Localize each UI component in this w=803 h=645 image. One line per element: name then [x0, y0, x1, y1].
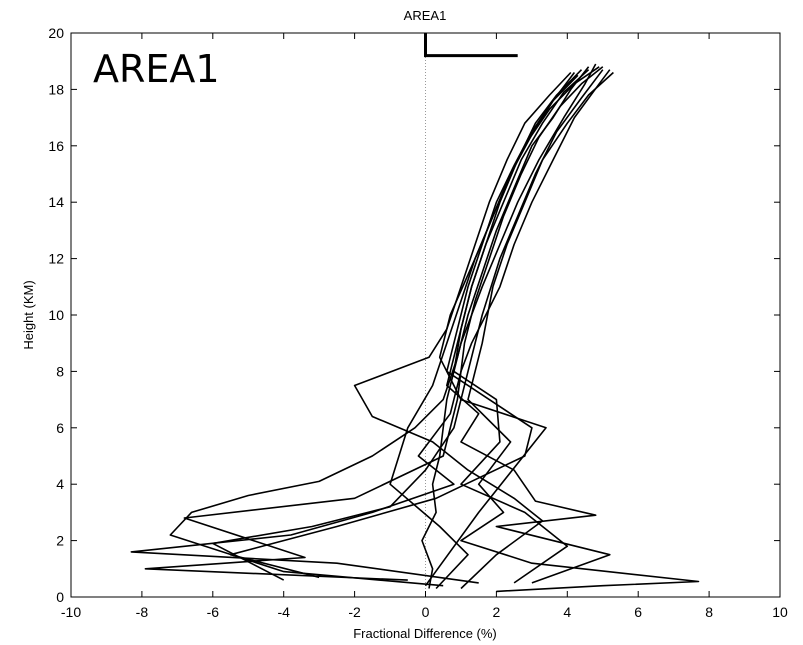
x-tick-label: 8 [705, 604, 713, 620]
series-line-4 [460, 71, 700, 593]
y-axis-label: Height (KM) [21, 280, 36, 349]
y-tick-label: 2 [56, 533, 64, 549]
x-tick-label: -4 [277, 604, 290, 620]
series-group [130, 63, 700, 593]
chart-title: AREA1 [404, 8, 447, 23]
x-tick-label: 2 [493, 604, 501, 620]
x-tick-label: -6 [207, 604, 220, 620]
series-line-8 [353, 71, 572, 590]
y-tick-label: 18 [48, 81, 64, 97]
top-marker [424, 33, 518, 58]
x-tick-label: 4 [563, 604, 571, 620]
overlay-title: AREA1 [93, 47, 220, 91]
y-axis-ticks: 0 2 4 6 8 10 12 14 16 18 20 [48, 25, 780, 605]
x-tick-label: 6 [634, 604, 642, 620]
series-line-10 [389, 72, 576, 590]
x-tick-label: -2 [348, 604, 361, 620]
y-tick-label: 12 [48, 251, 64, 267]
y-tick-label: 6 [56, 420, 64, 436]
series-line-12 [453, 69, 590, 584]
y-tick-label: 0 [56, 589, 64, 605]
y-tick-label: 14 [48, 194, 64, 210]
x-axis-ticks: -10 -8 -6 -4 -2 0 2 4 6 8 10 [61, 33, 788, 620]
series-line-11 [212, 69, 604, 581]
top-marker-line [424, 33, 518, 58]
y-tick-label: 8 [56, 363, 64, 379]
x-axis-label: Fractional Difference (%) [353, 626, 497, 641]
y-tick-label: 16 [48, 138, 64, 154]
y-tick-label: 20 [48, 25, 64, 41]
series-line-2 [130, 69, 611, 584]
x-tick-label: -10 [61, 604, 81, 620]
y-tick-label: 4 [56, 476, 64, 492]
x-tick-label: 0 [422, 604, 430, 620]
x-tick-label: 10 [772, 604, 788, 620]
y-tick-label: 10 [48, 307, 64, 323]
x-tick-label: -8 [136, 604, 149, 620]
